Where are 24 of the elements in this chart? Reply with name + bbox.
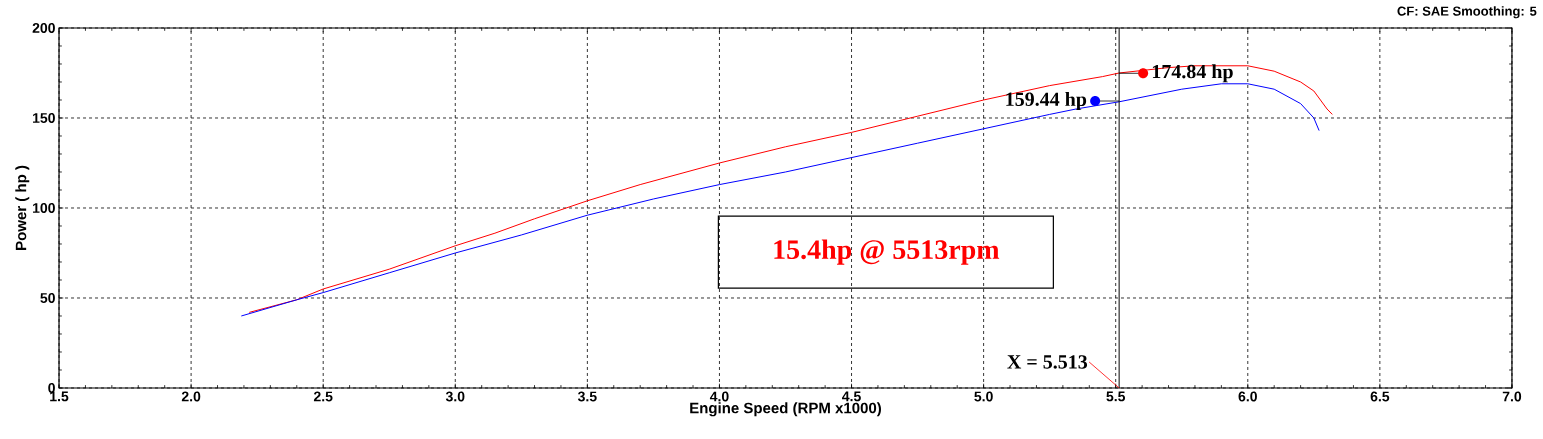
x-tick-label: 2.5 [313, 391, 333, 402]
text: CF: SAE Smoothing: 5 [1397, 6, 1537, 19]
annotation: 159.44 hp [1006, 91, 1087, 111]
x-axis-title: Engine Speed (RPM x1000) [690, 402, 881, 417]
x-tick-label: 6.0 [1238, 391, 1257, 402]
x-tick-label: 5.5 [1106, 391, 1126, 402]
ref-line-label: X = 5.513 [1007, 355, 1088, 369]
y-tick-label: 100 [33, 203, 55, 213]
annotation: 174.84 hp [1152, 64, 1233, 83]
x-tick-label: 2.0 [181, 391, 201, 402]
x-tick-label: 5.0 [974, 391, 993, 402]
y-tick-label: 150 [33, 113, 55, 123]
y-tick-label: 50 [40, 293, 55, 303]
y-axis-title: Power ( hp ) [15, 165, 30, 250]
x-tick-label: 3.0 [445, 391, 465, 402]
y-tick-label: 200 [32, 23, 55, 33]
x-tick-label: 7.0 [1502, 391, 1522, 402]
annotation: 15.4hp @ 5513rpm [774, 239, 1000, 265]
y-tick-label: 0 [48, 383, 55, 393]
x-tick-label: 4.5 [842, 391, 861, 402]
x-tick-label: 3.5 [577, 391, 597, 402]
x-tick-label: 6.5 [1370, 391, 1390, 402]
x-tick-label: 4.0 [709, 391, 729, 402]
x-tick-label: 1.5 [50, 391, 69, 402]
